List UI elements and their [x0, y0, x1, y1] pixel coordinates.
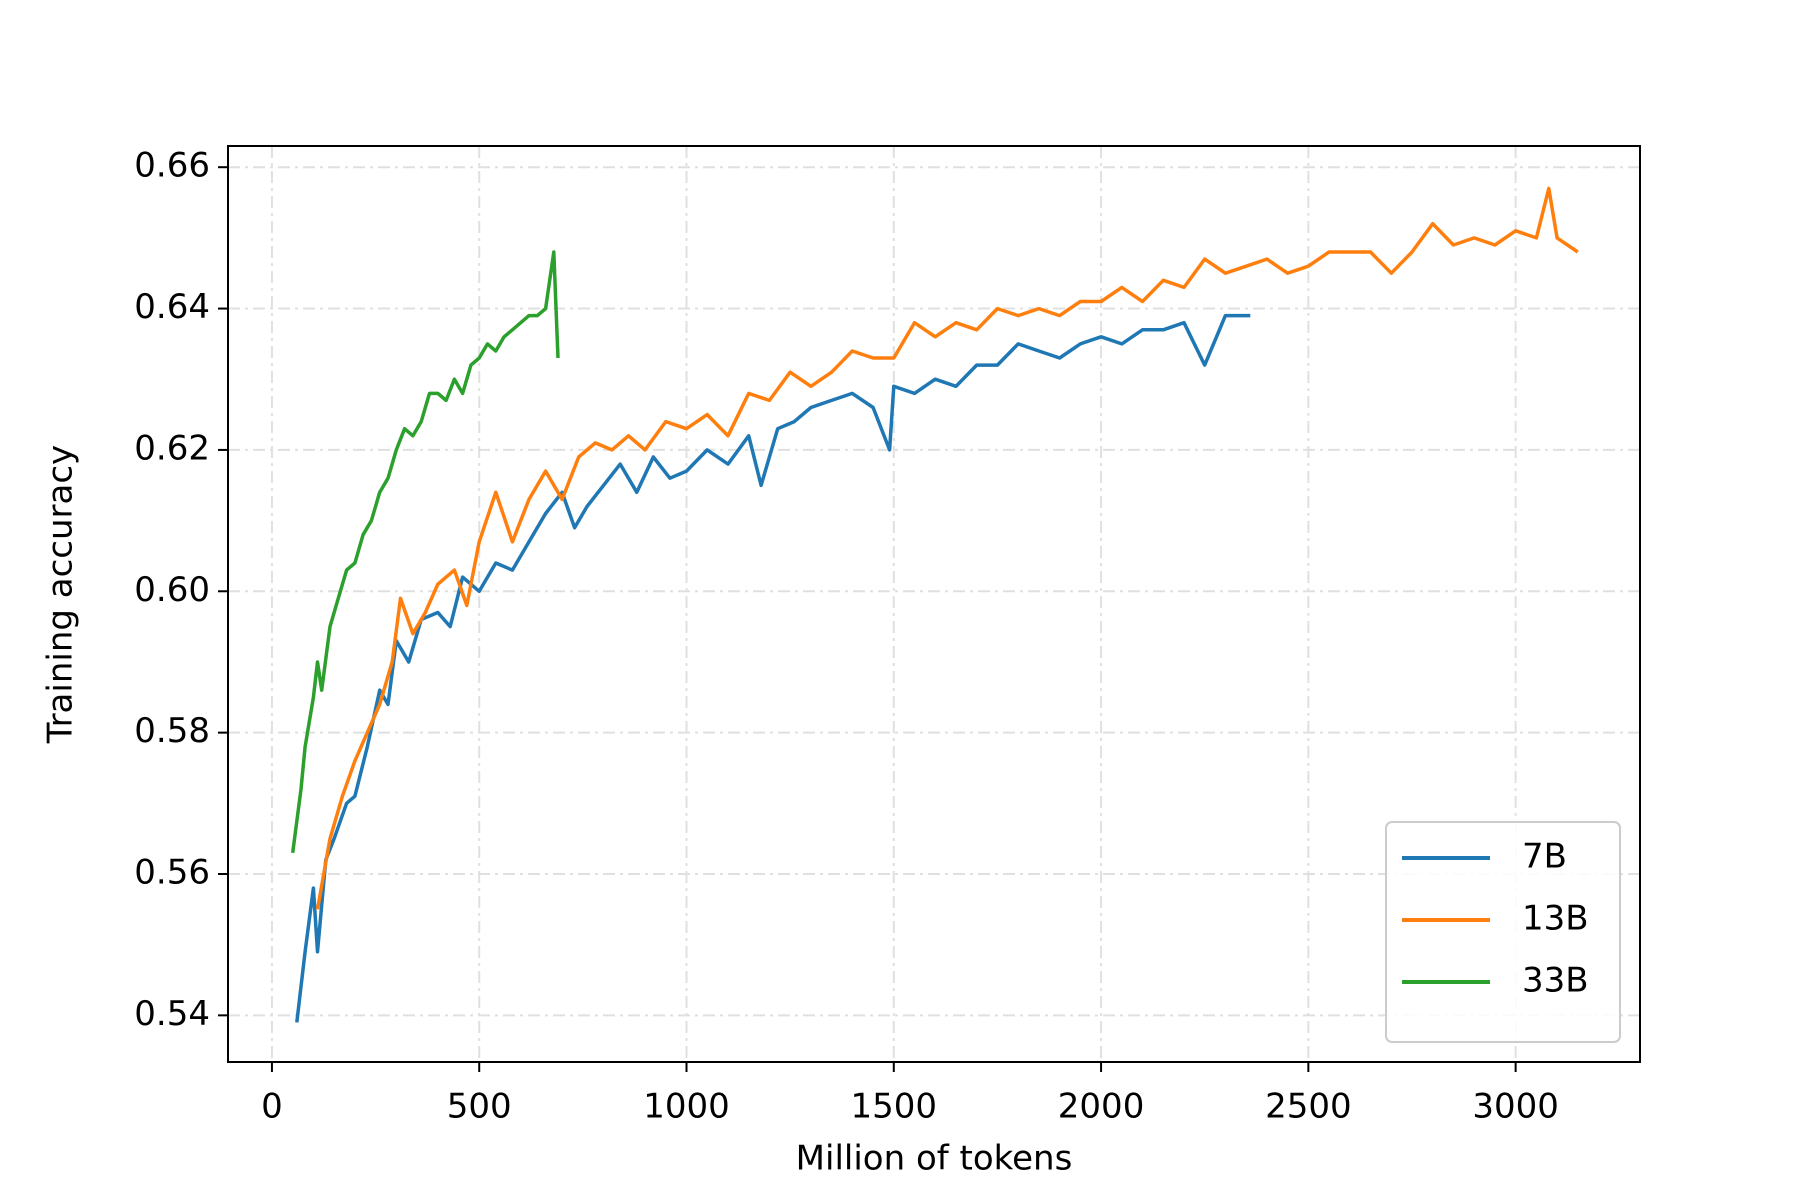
x-tick-label: 3000 — [1472, 1087, 1559, 1127]
x-tick-label: 0 — [261, 1087, 283, 1127]
x-axis-label: Million of tokens — [796, 1139, 1073, 1179]
x-tick-label: 2500 — [1265, 1087, 1352, 1127]
y-tick-label: 0.60 — [134, 570, 210, 610]
y-tick-label: 0.62 — [134, 428, 210, 468]
y-tick-label: 0.64 — [134, 287, 210, 327]
legend: 7B 13B 33B — [1385, 821, 1621, 1043]
y-axis-label: Training accuracy — [41, 445, 81, 744]
legend-label: 13B — [1522, 899, 1589, 939]
y-tick-label: 0.56 — [134, 852, 210, 892]
x-tick-label: 1500 — [851, 1087, 938, 1127]
plot-frame — [227, 145, 1641, 1063]
legend-label: 7B — [1522, 837, 1567, 877]
y-tick-label: 0.54 — [134, 994, 210, 1034]
x-tick-label: 2000 — [1058, 1087, 1145, 1127]
x-tick-label: 1000 — [643, 1087, 730, 1127]
x-tick-label: 500 — [447, 1087, 512, 1127]
y-tick-label: 0.66 — [134, 146, 210, 186]
series-line — [295, 313, 1251, 1023]
series-line — [315, 186, 1579, 910]
y-tick-label: 0.58 — [134, 711, 210, 751]
series-line — [290, 250, 560, 854]
legend-box — [1385, 821, 1621, 1043]
legend-label: 33B — [1522, 961, 1589, 1001]
